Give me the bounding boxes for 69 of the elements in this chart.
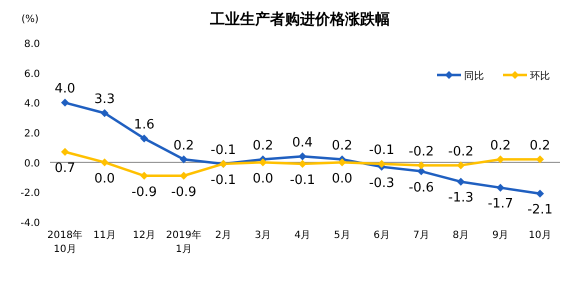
point	[536, 155, 544, 164]
x-tick-label: 7月	[413, 230, 430, 241]
x-tick-label: 6月	[373, 230, 390, 241]
data-label: -2.1	[527, 202, 553, 218]
x-tick-label: 5月	[334, 230, 350, 241]
x-tick-label: 12月	[132, 230, 156, 241]
legend-label: 环比	[530, 70, 550, 82]
point	[496, 184, 504, 192]
data-label: -1.3	[448, 190, 474, 206]
point	[456, 178, 465, 186]
y-tick-label: -4.0	[20, 218, 40, 229]
x-tick-label: 8月	[452, 230, 470, 241]
data-label: -0.1	[210, 142, 236, 158]
data-label: 0.2	[173, 138, 194, 154]
legend-label: 同比	[464, 70, 484, 82]
chart-title: 工业生产者购进价格涨跌幅	[209, 10, 390, 28]
data-label: -0.2	[408, 144, 434, 160]
y-tick-label: 4.0	[24, 98, 40, 110]
point	[338, 158, 346, 166]
data-label: 1.6	[134, 117, 155, 132]
data-label: 0.2	[252, 138, 274, 154]
x-tick-label: 11月	[93, 230, 116, 241]
data-label: 0.2	[332, 138, 352, 154]
data-label: 0.2	[490, 138, 511, 154]
data-label: -0.2	[448, 144, 474, 160]
point	[61, 98, 69, 107]
x-tick-label: 2018年 10月	[47, 229, 83, 255]
y-tick-label: 2.0	[24, 128, 40, 140]
data-label: 0.0	[94, 171, 115, 186]
point	[258, 158, 267, 166]
point	[378, 160, 386, 168]
data-label: 0.0	[332, 171, 352, 186]
point	[61, 148, 69, 156]
data-label: -1.7	[488, 196, 514, 212]
point	[536, 190, 544, 198]
data-label: 0.0	[252, 171, 274, 186]
point	[180, 155, 188, 164]
point	[456, 161, 465, 170]
point	[298, 152, 306, 160]
point	[100, 109, 109, 118]
y-tick-label: -2.0	[20, 188, 40, 200]
data-label: 0.4	[292, 135, 313, 150]
data-label: -0.3	[368, 176, 394, 191]
data-label: 0.7	[54, 160, 76, 176]
x-tick-label: 3月	[254, 230, 272, 241]
y-tick-label: 8.0	[24, 39, 40, 50]
x-tick-label: 2019年 1月	[166, 229, 202, 255]
data-label: 0.2	[530, 138, 550, 154]
y-tick-label: 0.0	[24, 158, 40, 170]
data-label: 4.0	[54, 82, 76, 97]
point	[100, 158, 109, 166]
data-label: -0.1	[210, 172, 236, 188]
x-tick-label: 10月	[528, 230, 552, 241]
data-label: -0.9	[131, 184, 157, 200]
y-tick-label: 6.0	[24, 68, 40, 80]
point	[496, 155, 504, 164]
x-tick-label: 9月	[492, 230, 509, 241]
point	[417, 161, 426, 170]
data-label: 3.3	[94, 92, 115, 108]
y-axis-title: (%)	[21, 14, 39, 25]
point	[298, 160, 306, 168]
point	[417, 167, 426, 176]
data-label: -0.1	[368, 142, 394, 158]
x-tick-label: 2月	[215, 230, 232, 241]
data-label: -0.6	[408, 180, 434, 196]
x-tick-label: 4月	[294, 230, 311, 241]
data-label: -0.9	[171, 184, 196, 200]
point	[140, 134, 148, 142]
data-label: -0.1	[290, 172, 316, 188]
